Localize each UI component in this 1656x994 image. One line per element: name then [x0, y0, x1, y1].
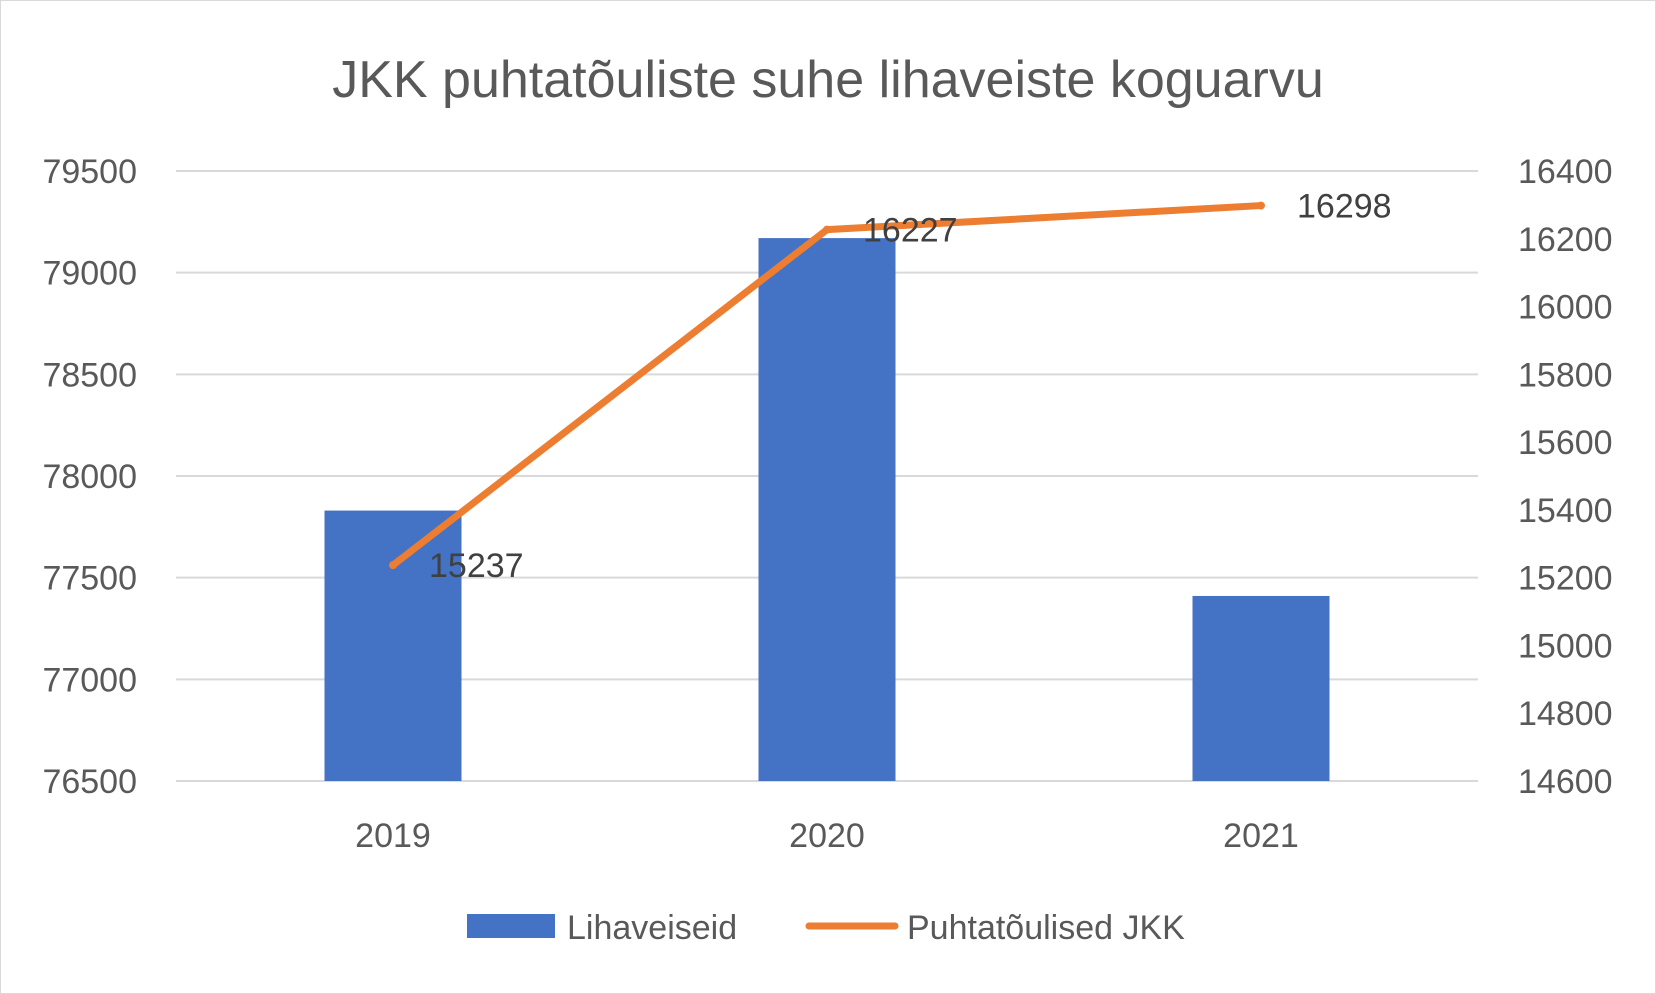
- line-point-2019: [389, 561, 397, 570]
- right-axis-tick-label: 15000: [1518, 627, 1613, 665]
- line-data-label: 16227: [863, 212, 958, 250]
- left-axis-tick-label: 79500: [42, 153, 137, 191]
- right-axis-tick-label: 15800: [1518, 356, 1613, 394]
- legend: Lihaveiseid Puhtatõulised JKK: [467, 909, 1185, 947]
- left-axis-tick-label: 77500: [42, 560, 137, 598]
- right-axis-tick-label: 16400: [1518, 153, 1613, 191]
- right-axis-tick-label: 15600: [1518, 424, 1613, 462]
- legend-swatch-bar: [467, 914, 555, 938]
- right-axis-ticks: 14600 14800 15000 15200 15400 15600 15800 16000…: [1518, 153, 1613, 801]
- line-point-2021: [1257, 201, 1265, 210]
- x-axis-tick-label: 2019: [355, 817, 431, 855]
- legend-label-bar: Lihaveiseid: [567, 909, 737, 947]
- right-axis-tick-label: 16000: [1518, 289, 1613, 327]
- line-point-2020: [823, 225, 831, 234]
- left-axis-ticks: 76500 77000 77500 78000 78500 79000 79500: [42, 153, 137, 801]
- bar-2020: [758, 238, 896, 782]
- x-axis-ticks: 2019 2020 2021: [355, 817, 1299, 855]
- right-axis-tick-label: 14600: [1518, 763, 1613, 801]
- bar-2021: [1192, 595, 1330, 781]
- legend-label-line: Puhtatõulised JKK: [907, 909, 1185, 947]
- left-axis-tick-label: 78500: [42, 356, 137, 394]
- line-data-label: 16298: [1297, 188, 1392, 226]
- left-axis-tick-label: 78000: [42, 458, 137, 496]
- right-axis-tick-label: 15200: [1518, 560, 1613, 598]
- line-data-label: 15237: [429, 547, 524, 585]
- chart-title: JKK puhtatõuliste suhe lihaveiste koguar…: [332, 51, 1324, 109]
- line-series: 15237 16227 16298: [389, 188, 1392, 585]
- left-axis-tick-label: 77000: [42, 661, 137, 699]
- right-axis-tick-label: 14800: [1518, 695, 1613, 733]
- right-axis-tick-label: 16200: [1518, 221, 1613, 259]
- left-axis-tick-label: 79000: [42, 255, 137, 293]
- x-axis-tick-label: 2021: [1223, 817, 1299, 855]
- bar-2019: [324, 510, 462, 781]
- left-axis-tick-label: 76500: [42, 763, 137, 801]
- x-axis-tick-label: 2020: [789, 817, 865, 855]
- right-axis-tick-label: 15400: [1518, 492, 1613, 530]
- bar-series: [324, 238, 1330, 782]
